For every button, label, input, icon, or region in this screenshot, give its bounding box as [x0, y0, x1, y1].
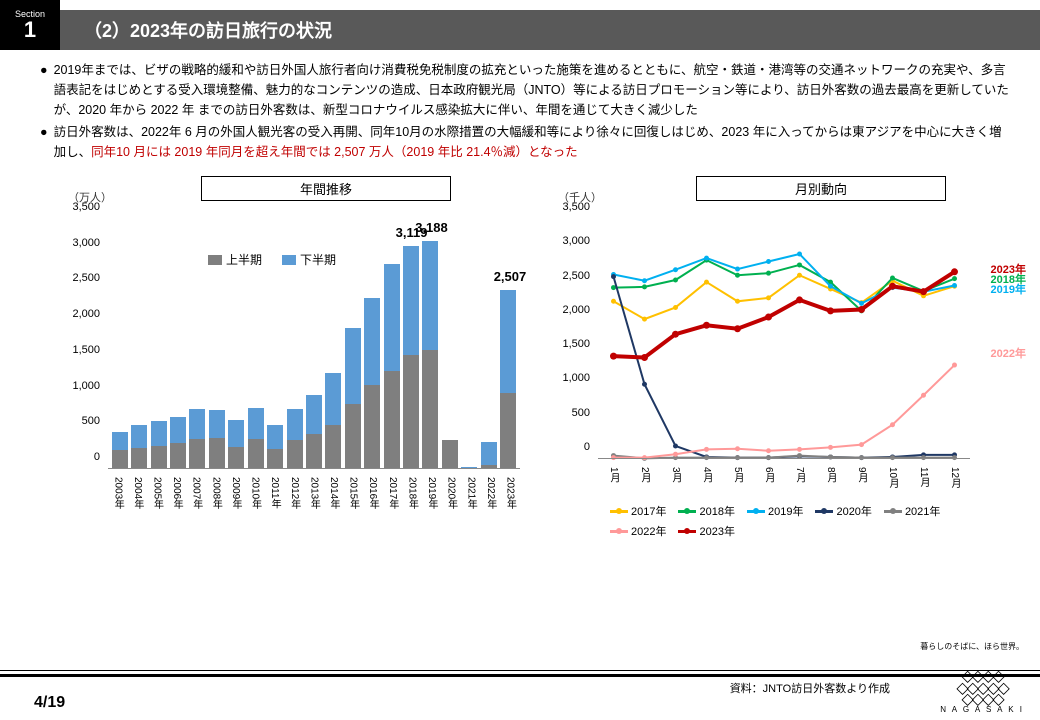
highlight-text: 同年10 月には 2019 年同月を超え年間では 2,507 万人（2019 年… — [91, 145, 578, 159]
nagasaki-logo: ◇◇◇◇◇◇◇◇◇◇◇◇◇ N A G A S A K I — [940, 671, 1024, 714]
annual-bar-chart: （万人） 年間推移 05001,0001,5002,0002,5003,0003… — [60, 176, 530, 539]
bullet-2: ●訪日外客数は、2022年 6 月の外国人観光客の受入再開、同年10月の水際措置… — [40, 122, 1010, 162]
page-footer: 4/19 資料：JNTO訪日外客数より作成 暮らしのそばに、ほら世界。 ◇◇◇◇… — [0, 670, 1040, 720]
content-area: ●2019年までは、ビザの戦略的緩和や訪日外国人旅行者向け消費税免税制度の拡充と… — [0, 50, 1040, 539]
bullet-list: ●2019年までは、ビザの戦略的緩和や訪日外国人旅行者向け消費税免税制度の拡充と… — [40, 60, 1010, 162]
bar-chart-title: 年間推移 — [201, 176, 451, 201]
section-tab: Section 1 — [0, 0, 60, 50]
source-text: 資料：JNTO訪日外客数より作成 — [730, 680, 890, 696]
monthly-line-chart: （千人） 月別動向 05001,0001,5002,0002,5003,0003… — [550, 176, 1030, 539]
section-number: 1 — [24, 19, 36, 41]
bullet-1: ●2019年までは、ビザの戦略的緩和や訪日外国人旅行者向け消費税免税制度の拡充と… — [40, 60, 1010, 120]
bar-legend: 上半期 下半期 — [208, 251, 336, 268]
page-header: Section 1 （2）2023年の訪日旅行の状況 — [0, 0, 1040, 50]
page-number: 4/19 — [34, 694, 65, 712]
line-legend: 2017年2018年2019年2020年2021年2022年2023年 — [610, 503, 990, 539]
title-bar: （2）2023年の訪日旅行の状況 — [60, 10, 1040, 50]
charts-row: （万人） 年間推移 05001,0001,5002,0002,5003,0003… — [40, 176, 1010, 539]
line-chart-title: 月別動向 — [696, 176, 946, 201]
tagline: 暮らしのそばに、ほら世界。 — [920, 641, 1024, 652]
page-title: （2）2023年の訪日旅行の状況 — [84, 17, 332, 43]
